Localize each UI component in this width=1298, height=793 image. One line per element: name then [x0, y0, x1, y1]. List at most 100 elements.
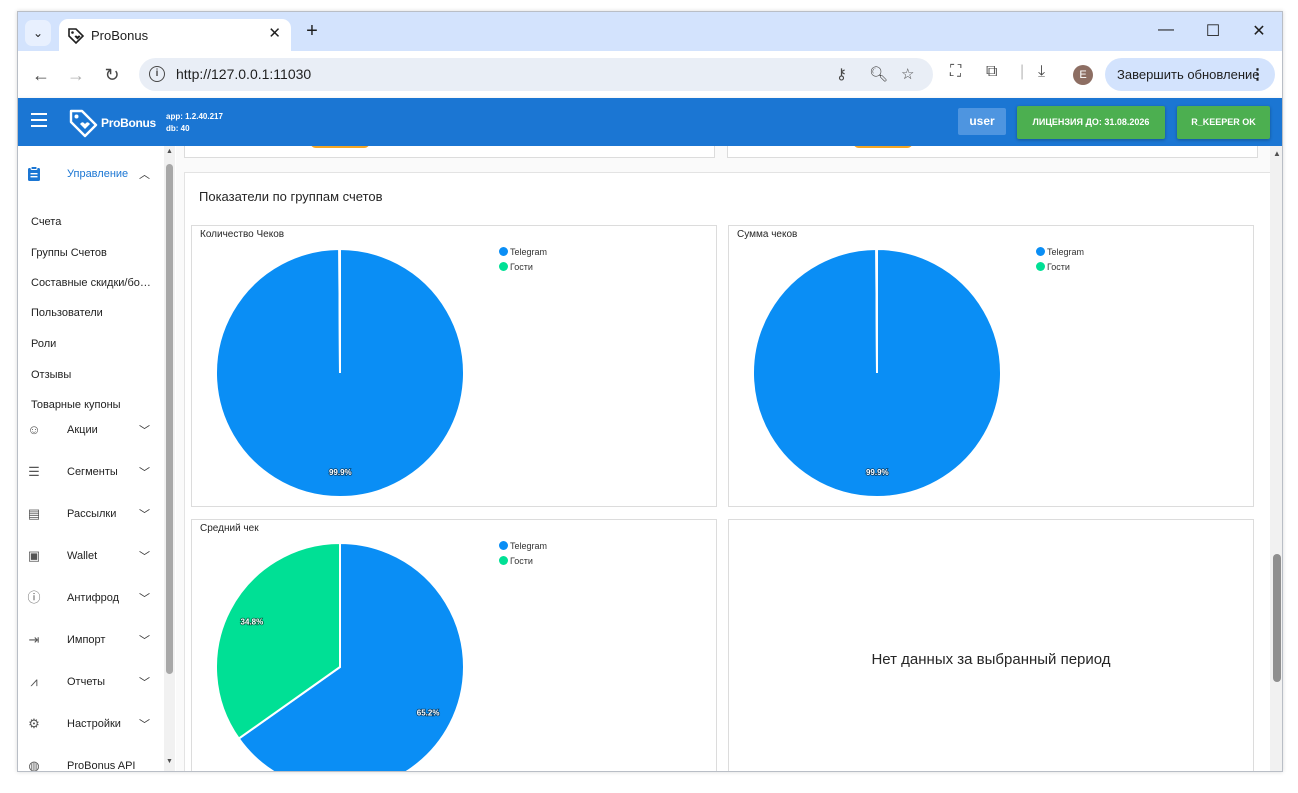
close-window-icon[interactable]: ✕ [1252, 23, 1266, 40]
mail-icon: ▤ [27, 506, 41, 521]
bookmark-star-icon[interactable]: ☆ [901, 66, 915, 83]
scroll-down-icon[interactable]: ▼ [166, 758, 173, 765]
site-info-icon[interactable]: i [149, 66, 165, 82]
sidebar-group-wallet[interactable]: ▣ Wallet ﹀ [18, 542, 176, 572]
url-text[interactable]: http://127.0.0.1:11030 [176, 66, 312, 82]
extensions-icon[interactable]: ⧉ [986, 63, 998, 80]
zoom-icon[interactable]: 🔍︎ [869, 66, 889, 83]
maximize-icon[interactable]: ☐ [1205, 23, 1221, 40]
tab-search-button[interactable]: ⌄ [25, 20, 51, 46]
chevron-down-icon: ﹀ [139, 425, 150, 437]
sidebar-item-accounts[interactable]: Счета [31, 216, 62, 228]
chart-card-check-sum: Сумма чеков 99.9% Telegram Гости [728, 225, 1254, 507]
no-data-message: Нет данных за выбранный период [871, 651, 1111, 668]
pie-data-label: 65.2% [417, 709, 440, 718]
logo-text: ProBonus [101, 116, 156, 130]
sidebar-group-antifraud[interactable]: ⓘ Антифрод ﹀ [18, 584, 176, 614]
previous-card [727, 146, 1258, 158]
legend-label: Гости [510, 262, 533, 272]
pie-chart-check-count: 99.9% [215, 247, 465, 498]
legend-label: Telegram [510, 541, 548, 551]
chart-arc-fragment [853, 146, 913, 148]
user-button[interactable]: user [958, 108, 1006, 135]
update-label: Завершить обновление [1117, 67, 1260, 82]
pie-slice-guests[interactable] [215, 541, 341, 741]
screenshot-icon[interactable]: ⛶ [950, 63, 962, 80]
chart-icon: ⩘ [30, 674, 38, 689]
browser-tab[interactable]: ProBonus ✕ [59, 19, 291, 51]
sidebar-scroll-thumb[interactable] [166, 164, 173, 674]
chart-card-empty: Нет данных за выбранный период [728, 519, 1254, 771]
legend-item-telegram[interactable]: Telegram [499, 246, 547, 261]
chevron-down-icon: ﹀ [139, 509, 150, 521]
new-tab-button[interactable]: + [306, 20, 318, 42]
rkeeper-status-button[interactable]: R_KEEPER OK [1177, 106, 1270, 139]
close-tab-icon[interactable]: ✕ [268, 25, 281, 42]
sidebar-group-settings[interactable]: ⚙ Настройки ﹀ [18, 710, 176, 740]
sidebar-group-label: Wallet [67, 550, 98, 562]
scroll-up-icon[interactable]: ▲ [1273, 149, 1281, 158]
gear-icon: ⚙ [28, 716, 40, 731]
api-icon: ◍ [28, 758, 40, 772]
back-icon[interactable]: ← [32, 65, 50, 85]
legend-item-telegram[interactable]: Telegram [1036, 246, 1084, 261]
main-scroll-thumb[interactable] [1273, 554, 1281, 682]
sidebar-group-label: Настройки [67, 718, 121, 730]
scroll-up-icon[interactable]: ▲ [166, 148, 173, 155]
sidebar-item-reviews[interactable]: Отзывы [31, 369, 72, 381]
legend-label: Гости [1047, 262, 1070, 272]
sidebar-group-label: ProBonus API [67, 760, 136, 772]
sidebar-group-label: Рассылки [67, 508, 117, 520]
sidebar-item-account-groups[interactable]: Группы Счетов [31, 247, 107, 259]
chart-card-average-check: Средний чек 65.2% 34.8% Telegram Гости [191, 519, 717, 772]
smile-icon: ☺ [27, 422, 41, 437]
legend-dot [1036, 247, 1045, 256]
chevron-down-icon: ﹀ [139, 551, 150, 563]
sidebar-item-coupons[interactable]: Товарные купоны [31, 399, 121, 411]
probonus-favicon-icon [68, 28, 85, 45]
minimize-icon[interactable]: — [1158, 21, 1174, 38]
profile-avatar[interactable]: E [1073, 65, 1093, 85]
forward-icon[interactable]: → [67, 65, 85, 85]
password-key-icon[interactable]: ⚷ [836, 66, 847, 83]
hamburger-menu-icon[interactable] [31, 113, 47, 127]
probonus-logo-icon [69, 109, 98, 138]
tab-strip: ⌄ ProBonus ✕ + — ☐ ✕ [18, 12, 1282, 51]
legend-item-guests[interactable]: Гости [499, 555, 547, 570]
sidebar-item-users[interactable]: Пользователи [31, 307, 103, 319]
chart-arc-fragment [310, 146, 370, 148]
pie-chart-check-sum: 99.9% [752, 247, 1002, 498]
sidebar-group-mailings[interactable]: ▤ Рассылки ﹀ [18, 500, 176, 530]
sidebar-group-api[interactable]: ◍ ProBonus API [18, 752, 176, 772]
account-groups-panel: Показатели по группам счетов Количество … [184, 172, 1276, 772]
toolbar-divider: | [1020, 63, 1025, 80]
pie-slice-guests[interactable] [338, 247, 341, 374]
chart-card-check-count: Количество Чеков 99.9% Telegram Гости [191, 225, 717, 507]
legend-item-guests[interactable]: Гости [1036, 261, 1084, 276]
legend-item-telegram[interactable]: Telegram [499, 540, 547, 555]
legend-item-guests[interactable]: Гости [499, 261, 547, 276]
sidebar-item-composite-discounts[interactable]: Составные скидки/бонусы [31, 277, 155, 289]
sidebar-scrollbar[interactable]: ▲ ▼ [164, 146, 175, 771]
legend-dot [1036, 262, 1045, 271]
sidebar-group-import[interactable]: ⇥ Импорт ﹀ [18, 626, 176, 656]
reload-icon[interactable]: ↻ [104, 65, 120, 85]
pie-slice-telegram[interactable] [237, 541, 465, 772]
sidebar-group-promotions[interactable]: ☺ Акции ﹀ [18, 416, 176, 446]
address-bar[interactable]: i http://127.0.0.1:11030 ⚷ 🔍︎ ☆ [139, 58, 933, 91]
sidebar-group-reports[interactable]: ⩘ Отчеты ﹀ [18, 668, 176, 698]
sidebar-group-management[interactable]: Управление ︿ [18, 160, 176, 190]
sidebar-item-roles[interactable]: Роли [31, 338, 57, 350]
sidebar-group-segments[interactable]: ☰ Сегменты ﹀ [18, 458, 176, 488]
pie-chart-average-check: 65.2% 34.8% [215, 541, 465, 772]
pie-slice-guests[interactable] [875, 247, 878, 374]
main-scrollbar[interactable]: ▲ [1270, 146, 1282, 771]
previous-card [184, 146, 715, 158]
menu-dots-icon[interactable]: ⋮ [1250, 66, 1265, 83]
sidebar-group-label: Отчеты [67, 676, 106, 688]
license-button[interactable]: ЛИЦЕНЗИЯ ДО: 31.08.2026 [1017, 106, 1165, 139]
update-browser-button[interactable]: Завершить обновление ⋮ [1105, 58, 1275, 91]
downloads-icon[interactable]: ⤓ [1038, 63, 1046, 80]
version-info: app: 1.2.40.217 db: 40 [166, 111, 223, 135]
pie-data-label: 99.9% [329, 468, 352, 477]
